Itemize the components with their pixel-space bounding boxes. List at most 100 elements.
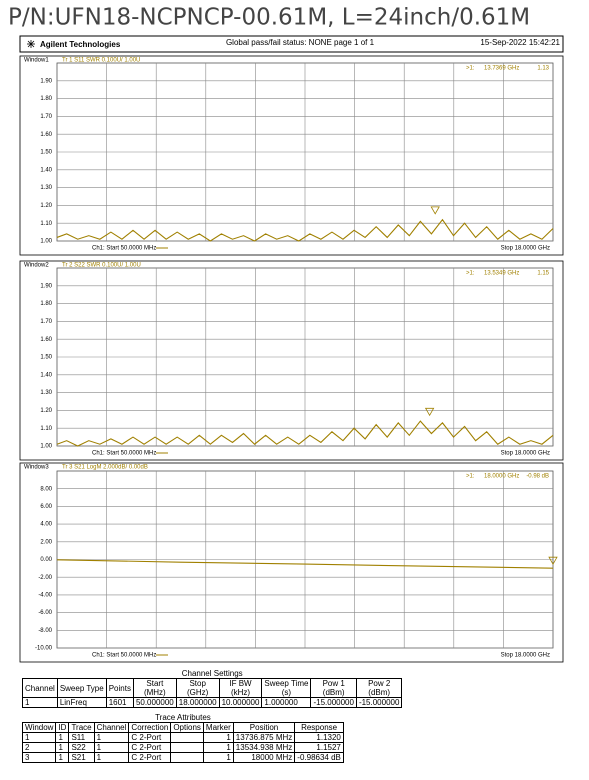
y-tick-label: -8.00 (38, 628, 52, 634)
x-stop-label: Stop 18.0000 GHz (501, 653, 550, 659)
y-tick-label: 1.80 (40, 96, 52, 102)
y-tick-label: 1.90 (40, 283, 52, 289)
column-header: Position (232, 722, 296, 733)
column-header: Sweep Time (s) (261, 678, 312, 698)
column-header: Sweep Type (56, 678, 107, 698)
y-tick-label: -10.00 (35, 646, 53, 652)
header-row: Channel Sweep Type Points Start (MHz) Stop (GH… (22, 678, 403, 698)
header-line: (dBm) (322, 688, 345, 697)
header-line: (GHz) (187, 688, 209, 697)
cell: 1.1527 (294, 742, 344, 753)
cell (170, 752, 204, 763)
x-start-label: Ch1: Start 50.0000 MHz (92, 451, 156, 457)
cell: 13534.938 MHz (232, 742, 296, 753)
part-number: P/N:UFN18-NCPNCP-00.61M, L=24inch/0.61M (8, 5, 530, 31)
data-row: 1 LinFreq 1601 50.000000 18.000000 10.000000 1… (22, 697, 403, 708)
window-frame (19, 462, 564, 663)
header-line: IF BW (229, 679, 252, 688)
marker-triangle (424, 407, 435, 417)
cell: 1 (55, 752, 70, 763)
marker-value: -0.98 dB (526, 474, 549, 480)
x-stop-label: Stop 18.0000 GHz (501, 451, 550, 457)
cell: 1.000000 (261, 697, 312, 708)
trace-line (56, 218, 554, 242)
header-line: Pow 1 (322, 679, 345, 688)
marker-name: >1: (466, 66, 475, 72)
header-line: (dBm) (368, 688, 391, 697)
y-tick-label: 1.30 (40, 185, 52, 191)
marker-triangle (548, 556, 558, 565)
column-header: Pow 2 (dBm) (355, 678, 403, 698)
header-line: (MHz) (143, 688, 166, 697)
cell: 2 (21, 742, 57, 753)
channel-settings-table: Channel Settings Channel Sweep Type Points S… (22, 669, 403, 708)
column-header: Channel (93, 722, 130, 733)
y-tick-label: 1.80 (40, 301, 52, 307)
window-frame (19, 260, 564, 461)
cell: 1 (93, 742, 130, 753)
column-header: Marker (202, 722, 234, 733)
header-line: Channel (25, 683, 55, 693)
y-tick-label: -2.00 (38, 575, 52, 581)
header-line: Start (146, 679, 164, 688)
column-header: Correction (128, 722, 172, 733)
column-header: Options (170, 722, 204, 733)
window-label: Window1 (24, 58, 49, 64)
y-tick-label: 1.00 (40, 444, 52, 450)
y-tick-label: -6.00 (38, 610, 52, 616)
marker-name: >1: (466, 474, 475, 480)
data-row: 3 1 S21 1 C 2-Port 1 18000 MHz -0.98634 dB (21, 752, 344, 763)
column-header: Window (21, 722, 57, 733)
header-line: Sweep Type (59, 683, 104, 693)
column-header: Start (MHz) (132, 678, 177, 698)
cell: 1 (202, 752, 234, 763)
column-header: Points (105, 678, 134, 698)
y-tick-label: 1.60 (40, 337, 52, 343)
data-row: 2 1 S22 1 C 2-Port 1 13534.938 MHz 1.1527 (21, 742, 344, 753)
y-tick-label: 0.00 (40, 557, 52, 563)
cell: 1 (21, 732, 57, 743)
cell: -0.98634 dB (294, 752, 344, 763)
y-tick-label: 1.70 (40, 114, 52, 120)
cell: 18.000000 (175, 697, 220, 708)
y-tick-label: -4.00 (38, 592, 52, 598)
x-start-label: Ch1: Start 50.0000 MHz (92, 653, 156, 659)
trace-line (56, 420, 554, 447)
header-line: (kHz) (230, 688, 251, 697)
column-header: IF BW (kHz) (218, 678, 263, 698)
table-title: Trace Attributes (155, 713, 211, 722)
trace-attributes-table: Trace Attributes Window ID Trace Channel Corr… (21, 713, 344, 763)
cell: S22 (68, 742, 95, 753)
data-row: 1 1 S11 1 C 2-Port 1 13736.875 MHz 1.1320 (21, 732, 344, 743)
cell (170, 742, 204, 753)
trace-label: Tr 2 S22 SWR 0.100U/ 1.00U (62, 263, 141, 269)
column-header: Channel (22, 678, 58, 698)
y-tick-label: 1.40 (40, 372, 52, 378)
y-tick-label: 1.00 (40, 239, 52, 245)
cell: LinFreq (56, 697, 107, 708)
cell: S11 (68, 732, 95, 743)
window-frame (19, 55, 564, 256)
timestamp: 15-Sep-2022 15:42:21 (480, 38, 560, 47)
header-line: Sweep Time (264, 679, 309, 688)
y-tick-label: 8.00 (40, 486, 52, 492)
cell: 1 (93, 752, 130, 763)
cell: 1 (22, 697, 58, 708)
cell: 50.000000 (132, 697, 177, 708)
column-header: Stop (GHz) (175, 678, 220, 698)
cell: S21 (68, 752, 95, 763)
cell: 1 (93, 732, 130, 743)
window-label: Window3 (24, 465, 49, 471)
y-tick-label: 1.20 (40, 408, 52, 414)
cell: 1 (55, 742, 70, 753)
cell: 13736.875 MHz (232, 732, 296, 743)
window-label: Window2 (24, 263, 49, 269)
cell: C 2-Port (128, 752, 172, 763)
cell: 1601 (105, 697, 134, 708)
y-tick-label: 1.10 (40, 426, 52, 432)
y-tick-label: 1.30 (40, 390, 52, 396)
y-tick-label: 1.40 (40, 167, 52, 173)
trace-label: Tr 3 S21 LogM 2.000dB/ 0.00dB (62, 465, 148, 471)
column-header: Trace (68, 722, 95, 733)
report: P/N:UFN18-NCPNCP-00.61M, L=24inch/0.61M … (8, 5, 564, 663)
